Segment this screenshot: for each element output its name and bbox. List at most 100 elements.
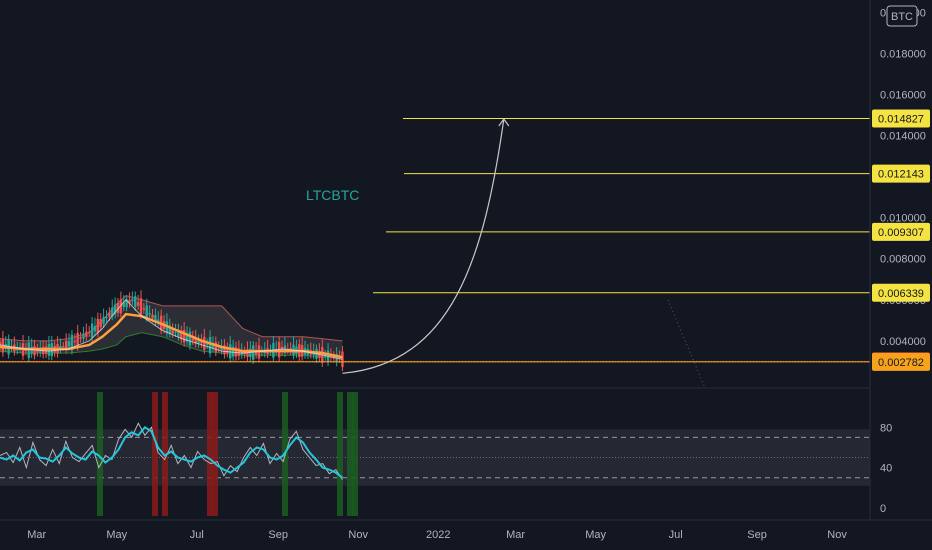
candle-body bbox=[151, 314, 154, 319]
price-tick: 0.010000 bbox=[880, 213, 926, 225]
candle-body bbox=[226, 348, 229, 354]
candle-body bbox=[234, 347, 238, 357]
target-level-label: 0.009307 bbox=[878, 227, 924, 239]
price-tick: 0.014000 bbox=[880, 130, 926, 142]
signal-bar bbox=[207, 392, 213, 516]
projection-arrow-head bbox=[498, 118, 510, 127]
candle-body bbox=[208, 337, 212, 354]
time-axis-ticks[interactable]: Mar May Jul Sep Nov 2022 Mar May Jul Sep Nov bbox=[27, 529, 847, 541]
time-tick: Nov bbox=[348, 529, 368, 541]
candle-body bbox=[33, 346, 36, 356]
candle-body bbox=[148, 313, 151, 315]
candle-body bbox=[171, 328, 174, 334]
candle-body bbox=[93, 325, 97, 332]
time-tick: May bbox=[585, 529, 606, 541]
currency-badge-text: BTC bbox=[891, 11, 913, 23]
candle-body bbox=[223, 345, 226, 355]
candle-body bbox=[188, 331, 192, 346]
candle-body bbox=[90, 323, 94, 338]
oscillator-pane[interactable] bbox=[0, 392, 870, 516]
candle-body bbox=[30, 346, 33, 354]
signal-bar bbox=[347, 392, 353, 516]
signal-bar bbox=[212, 392, 218, 516]
candle-body bbox=[180, 330, 183, 340]
symbol-label: LTCBTC bbox=[306, 187, 359, 203]
candle-body bbox=[134, 296, 137, 307]
candle-body bbox=[220, 347, 223, 351]
price-axis[interactable] bbox=[870, 0, 932, 520]
signal-bar bbox=[162, 392, 168, 516]
candle-body bbox=[145, 305, 148, 318]
oscillator-tick: 40 bbox=[880, 463, 892, 475]
projection-arrow bbox=[342, 118, 706, 389]
candle-body bbox=[191, 338, 195, 341]
oscillator-tick: 80 bbox=[880, 422, 892, 434]
cloud-upper-line bbox=[0, 295, 343, 342]
target-level-badge bbox=[872, 283, 930, 302]
candle-body bbox=[88, 331, 91, 333]
time-tick: Mar bbox=[27, 529, 46, 541]
candle-body bbox=[200, 341, 203, 344]
price-tick: 0.004000 bbox=[880, 336, 926, 348]
candle-body bbox=[157, 319, 160, 323]
candle-body bbox=[122, 302, 125, 308]
candle-body bbox=[85, 331, 88, 337]
price-lines bbox=[0, 299, 343, 360]
price-candles bbox=[0, 290, 344, 372]
candle-body bbox=[113, 304, 117, 315]
candle-body bbox=[128, 300, 131, 304]
candle-body bbox=[82, 333, 85, 339]
oscillator-lines bbox=[0, 422, 344, 480]
projection-arrow-curve bbox=[342, 118, 505, 374]
candle-body bbox=[139, 298, 143, 315]
signal-bar bbox=[352, 392, 358, 516]
candle-body bbox=[67, 341, 71, 347]
price-line bbox=[0, 299, 343, 360]
price-tick: 0.008000 bbox=[880, 254, 926, 266]
candle-body bbox=[108, 312, 111, 317]
candle-body bbox=[64, 340, 68, 350]
candle-body bbox=[119, 299, 123, 314]
candle-body bbox=[237, 348, 241, 356]
candle-body bbox=[59, 345, 62, 350]
time-tick: Jul bbox=[669, 529, 683, 541]
candle-body bbox=[217, 347, 220, 349]
candle-body bbox=[99, 319, 102, 328]
time-tick: Sep bbox=[747, 529, 767, 541]
candle-body bbox=[203, 336, 206, 350]
candle-body bbox=[142, 308, 146, 310]
candle-body bbox=[185, 333, 189, 342]
candle-body bbox=[70, 334, 74, 351]
candle-body bbox=[131, 299, 134, 302]
candle-body bbox=[240, 350, 243, 355]
candle-body bbox=[73, 340, 77, 342]
signal-bar bbox=[337, 392, 343, 516]
candle-body bbox=[194, 337, 197, 344]
candle-body bbox=[211, 344, 215, 348]
target-level-label: 0.014827 bbox=[878, 113, 924, 125]
support-level-label: 0.002782 bbox=[878, 357, 924, 369]
candle-body bbox=[125, 299, 128, 308]
time-tick: 2022 bbox=[426, 529, 450, 541]
target-level-badge bbox=[872, 109, 930, 128]
trend-dotted-line bbox=[667, 299, 706, 389]
target-level-badge bbox=[872, 222, 930, 241]
oscillator-axis-ticks: 80 40 0 bbox=[880, 422, 892, 515]
currency-badge[interactable]: BTC bbox=[886, 5, 918, 27]
candle-body bbox=[79, 337, 82, 339]
target-level-lines bbox=[0, 117, 870, 363]
candle-body bbox=[154, 315, 157, 323]
target-level-label: 0.006339 bbox=[878, 288, 924, 300]
candle-body bbox=[168, 325, 171, 334]
candle-body bbox=[105, 316, 108, 319]
oscillator-tick: 0 bbox=[880, 503, 886, 515]
candle-body bbox=[62, 346, 65, 348]
candle-body bbox=[231, 346, 235, 357]
target-level-label: 0.012143 bbox=[878, 169, 924, 181]
signal-bar bbox=[152, 392, 158, 516]
time-tick: Sep bbox=[268, 529, 288, 541]
candle-body bbox=[182, 329, 186, 343]
price-pane[interactable]: LTCBTC bbox=[0, 117, 870, 389]
oscillator-main-line bbox=[0, 425, 344, 479]
